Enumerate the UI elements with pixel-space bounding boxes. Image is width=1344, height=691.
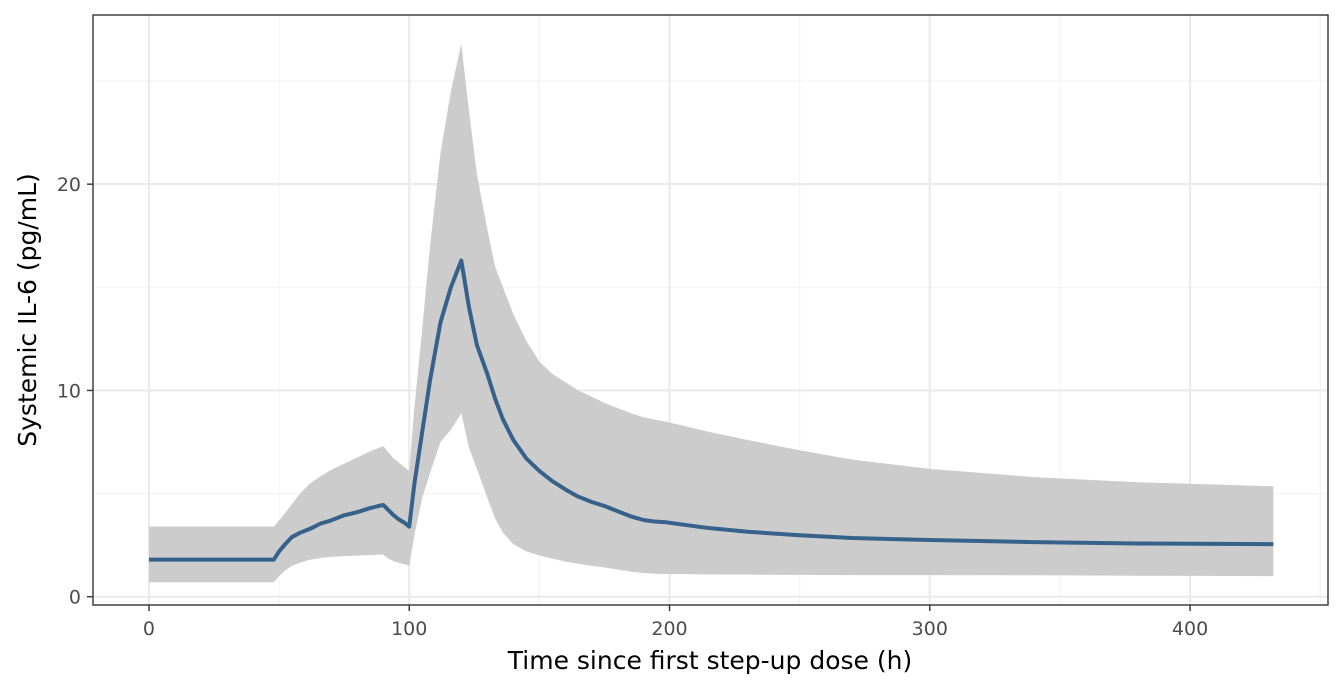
y-tick-label: 10: [57, 380, 81, 402]
y-axis-title: Systemic IL-6 (pg/mL): [13, 173, 42, 447]
x-tick-label: 200: [651, 618, 687, 640]
panel-border: [92, 14, 1329, 606]
x-tick-label: 400: [1172, 618, 1208, 640]
axes: 0 100 200 300 400 0 10 20: [57, 174, 1208, 640]
x-tick-label: 300: [912, 618, 948, 640]
x-axis-title: Time since first step-up dose (h): [507, 646, 912, 675]
y-tick-label: 20: [57, 174, 81, 196]
confidence-ribbon: [148, 43, 1274, 583]
series-line: [148, 258, 1274, 562]
x-tick-label: 100: [391, 618, 427, 640]
x-tick-label: 0: [143, 618, 155, 640]
y-tick-label: 0: [69, 587, 81, 609]
